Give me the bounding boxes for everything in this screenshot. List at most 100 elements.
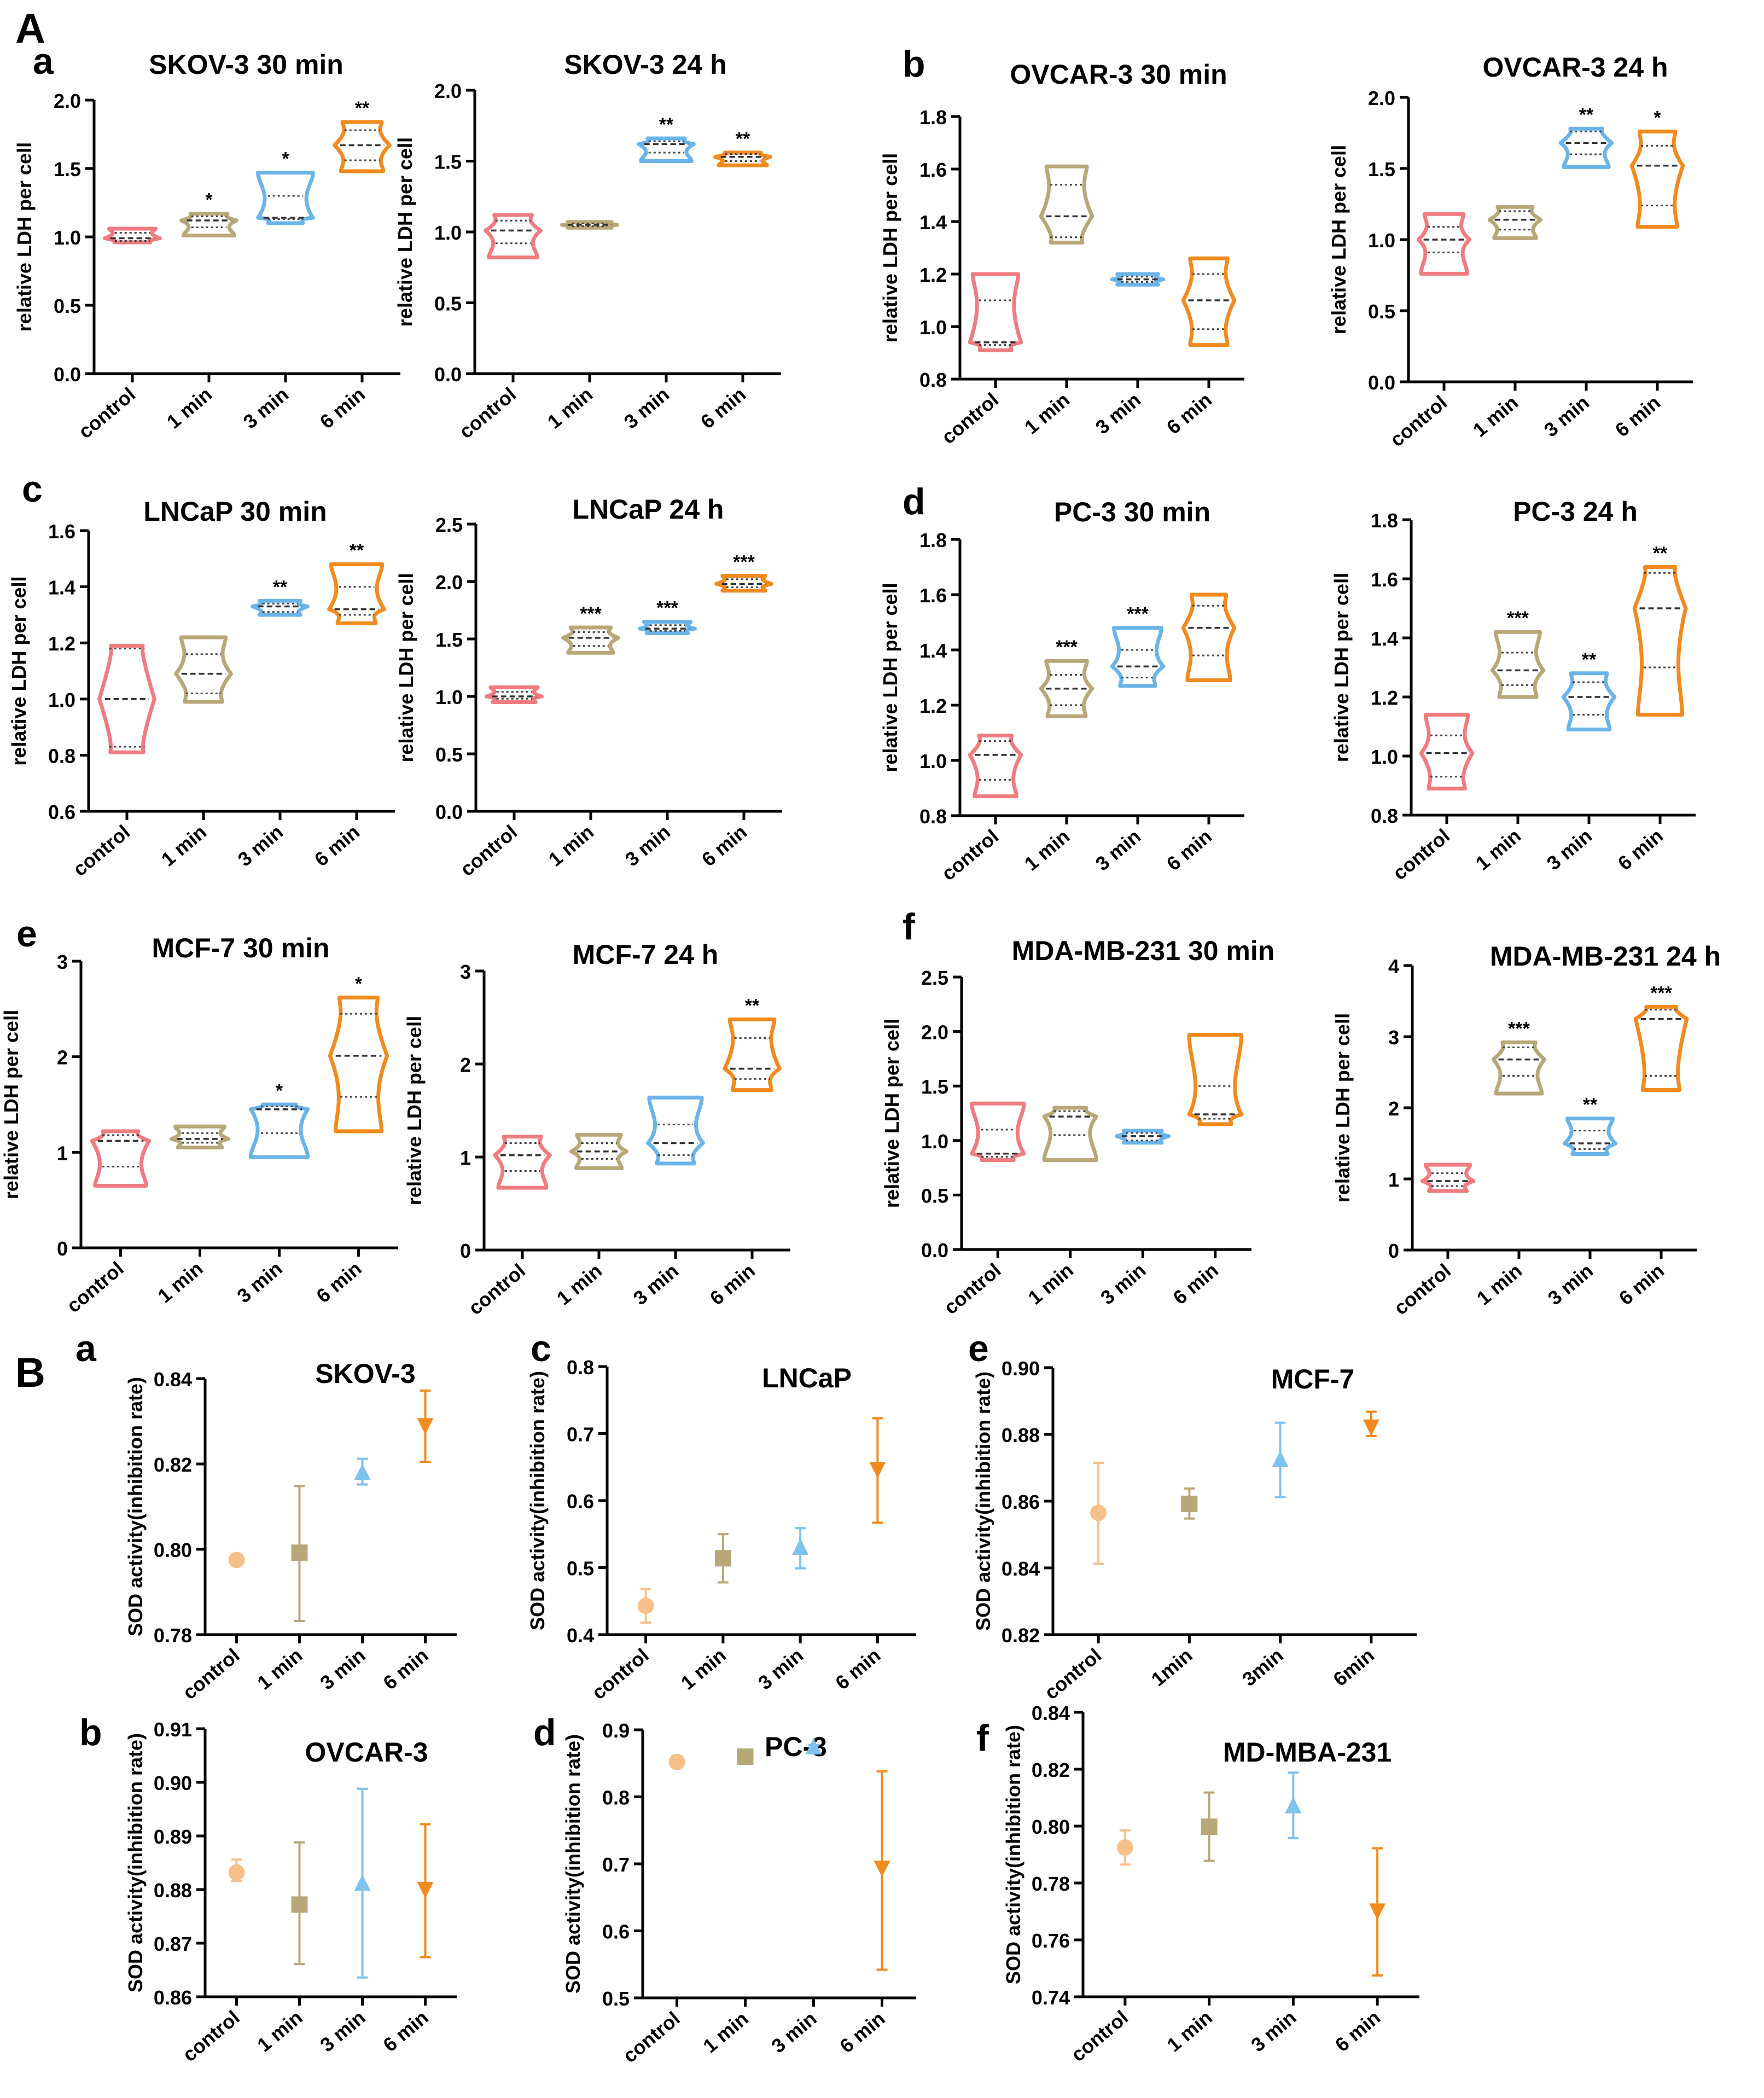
violin-mark <box>1633 1004 1689 1092</box>
violin-mark <box>637 136 696 163</box>
violin-chart-Ad1: PC-3 30 min d 0.8 1.0 1.2 1.4 1.6 1.8 relative L… <box>879 481 1244 885</box>
chart-title: PC-3 24 h <box>1513 496 1638 527</box>
y-tick-label: 1.0 <box>54 226 81 249</box>
violin-mark <box>90 1129 152 1188</box>
panel-letter: f <box>903 906 915 948</box>
y-axis-label: relative LDH per cell <box>8 576 30 765</box>
x-tick-label: control <box>1040 1644 1105 1704</box>
y-tick-label: 2 <box>460 1054 471 1076</box>
y-tick-label: 1.0 <box>434 222 462 244</box>
y-tick-label: 1.8 <box>919 106 947 129</box>
violin-mark <box>251 598 310 617</box>
y-tick-label: 0.5 <box>1368 300 1395 323</box>
significance-mark: *** <box>656 598 678 619</box>
point-marker <box>637 1597 654 1614</box>
chart-title: MCF-7 <box>1271 1364 1355 1394</box>
point-marker <box>1201 1818 1218 1835</box>
y-tick-label: 0.8 <box>48 745 75 767</box>
significance-mark: * <box>355 973 363 994</box>
x-tick-label: 3 min <box>239 383 293 433</box>
x-tick-label: 1 min <box>253 2006 306 2056</box>
violin-mark <box>248 1102 310 1159</box>
y-tick-label: 2.0 <box>54 90 81 112</box>
y-tick-label: 1.2 <box>919 264 947 286</box>
x-tick-label: 6 min <box>1611 391 1664 441</box>
x-tick-label: 1 min <box>1162 2006 1216 2056</box>
y-tick-label: 2 <box>1388 1097 1399 1120</box>
y-tick-label: 2.5 <box>921 967 948 989</box>
y-tick-label: 1.5 <box>921 1076 948 1098</box>
x-tick-label: 1min <box>1147 1644 1197 1690</box>
point-marker <box>792 1538 809 1555</box>
y-tick-label: 0.8 <box>1371 805 1398 827</box>
violin-chart-Ab2: OVCAR-3 24 h 0.0 0.5 1.0 1.5 2.0 relative LDH … <box>1328 52 1693 451</box>
x-tick-label: control <box>62 1257 128 1317</box>
violin-mark <box>970 1101 1026 1163</box>
y-tick-label: 3 <box>57 951 68 973</box>
y-tick-label: 0.76 <box>1032 1930 1070 1952</box>
significance-mark: *** <box>1650 983 1672 1003</box>
x-tick-label: 6 min <box>706 1259 759 1310</box>
y-tick-label: 0.5 <box>921 1184 948 1207</box>
x-tick-label: 6 min <box>1162 825 1216 875</box>
x-tick-label: 1 min <box>1020 388 1074 439</box>
y-tick-label: 2.0 <box>435 571 463 594</box>
point-marker <box>291 1544 308 1561</box>
violin-mark <box>1042 1106 1098 1163</box>
violin-mark <box>1561 671 1617 731</box>
violin-mark <box>1487 205 1543 240</box>
panel-letter: a <box>75 1328 97 1369</box>
y-tick-label: 1.5 <box>1368 158 1395 181</box>
y-tick-label: 0.86 <box>154 1986 192 2009</box>
x-tick-label: control <box>937 825 1003 885</box>
y-axis-label: relative LDH per cell <box>403 1016 426 1205</box>
x-tick-label: 6 min <box>1614 824 1667 875</box>
y-tick-label: 0.8 <box>602 1787 630 1809</box>
significance-mark: ** <box>273 577 288 597</box>
significance-mark: ** <box>736 129 750 149</box>
y-axis-label: SOD activity(inhibition rate) <box>972 1371 994 1631</box>
x-tick-label: control <box>178 2006 244 2066</box>
point-marker <box>1090 1504 1107 1521</box>
x-tick-label: 6 min <box>697 821 751 871</box>
y-tick-label: 1.8 <box>919 529 947 551</box>
x-tick-label: control <box>937 388 1003 449</box>
y-tick-label: 0.4 <box>567 1624 594 1647</box>
violin-mark <box>1039 164 1095 245</box>
y-tick-label: 3 <box>1388 1026 1399 1049</box>
chart-title: OVCAR-3 <box>305 1737 428 1768</box>
y-axis-label: SOD activity(inhibition rate) <box>124 1377 147 1636</box>
x-tick-label: 3 min <box>1544 1259 1597 1310</box>
x-tick-label: 6 min <box>310 821 364 871</box>
x-tick-label: 3 min <box>621 821 674 871</box>
y-axis-label: relative LDH per cell <box>1330 573 1353 762</box>
y-tick-label: 0.0 <box>54 363 81 386</box>
violin-mark <box>1632 565 1688 717</box>
y-axis-label: relative LDH per cell <box>1328 145 1350 334</box>
violin-mark <box>103 226 162 245</box>
y-tick-label: 2 <box>57 1047 68 1069</box>
violin-mark <box>1490 630 1546 699</box>
y-tick-label: 2.5 <box>435 514 463 536</box>
y-tick-label: 0.78 <box>154 1624 192 1647</box>
y-tick-label: 0.8 <box>919 369 947 391</box>
significance-mark: *** <box>1507 608 1529 629</box>
y-tick-label: 1.0 <box>48 689 75 711</box>
y-tick-label: 0 <box>57 1237 68 1260</box>
y-tick-label: 0.90 <box>1002 1357 1040 1380</box>
violin-mark <box>1187 1033 1243 1126</box>
x-tick-label: 1 min <box>1024 1259 1078 1309</box>
x-tick-label: control <box>74 383 139 443</box>
x-tick-label: 3 min <box>1091 825 1145 875</box>
violin-mark <box>1562 1117 1618 1156</box>
violin-mark <box>256 171 315 225</box>
y-tick-label: 0.80 <box>154 1539 192 1561</box>
significance-mark: ** <box>745 995 760 1016</box>
charts-layer: SKOV-3 30 min a 0.0 0.5 1.0 1.5 2.0 relative LD… <box>0 40 1721 2067</box>
y-tick-label: 1.5 <box>435 629 463 651</box>
y-tick-label: 1.2 <box>48 632 75 655</box>
violin-mark <box>328 995 389 1134</box>
y-tick-label: 0.5 <box>602 1987 630 2010</box>
y-tick-label: 1.4 <box>919 211 947 234</box>
y-tick-label: 1.0 <box>919 316 947 339</box>
